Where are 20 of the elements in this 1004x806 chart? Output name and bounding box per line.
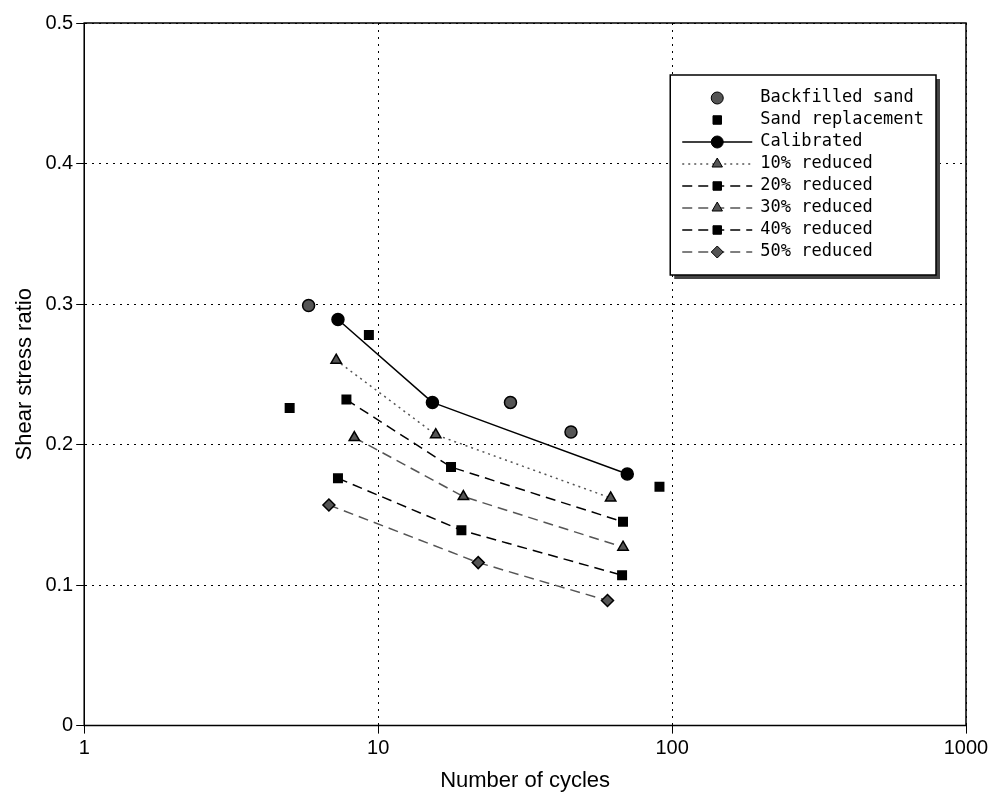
legend-label: 10% reduced	[760, 152, 873, 173]
legend-label: Backfilled sand	[760, 86, 914, 107]
x-axis-title: Number of cycles	[440, 766, 611, 792]
legend-label: 30% reduced	[760, 196, 873, 217]
x-tick-label: 10	[367, 736, 390, 759]
y-tick-label: 0.4	[45, 151, 74, 174]
y-tick-label: 0.5	[45, 10, 74, 33]
legend-label: 20% reduced	[760, 174, 873, 195]
y-tick-label: 0.1	[45, 572, 74, 595]
y-tick-label: 0	[62, 713, 74, 736]
legend-label: 50% reduced	[760, 240, 873, 261]
legend-label: 40% reduced	[760, 218, 873, 239]
legend-label: Sand replacement	[760, 108, 925, 129]
x-tick-label: 100	[655, 736, 689, 759]
y-tick-label: 0.3	[45, 291, 74, 314]
y-tick-label: 0.2	[45, 432, 74, 455]
legend-label: Calibrated	[760, 130, 863, 151]
y-axis-title: Shear stress ratio	[11, 288, 37, 461]
x-tick-label: 1	[78, 736, 90, 759]
x-tick-label: 1000	[943, 736, 989, 759]
